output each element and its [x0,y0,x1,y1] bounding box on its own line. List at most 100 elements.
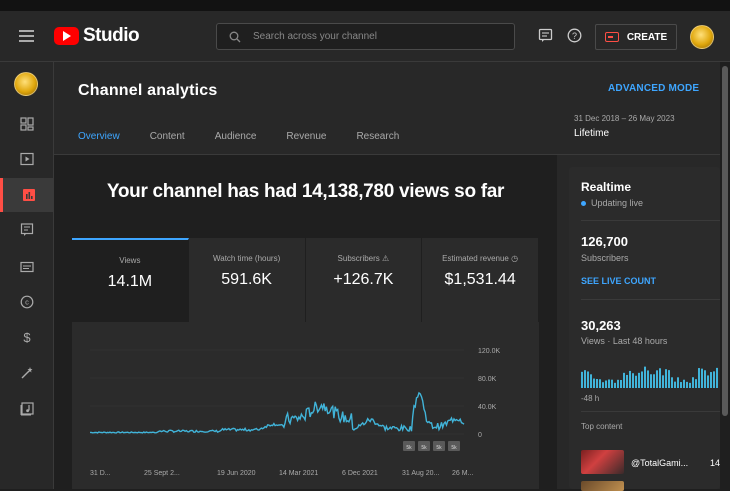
realtime-divider [581,299,720,300]
realtime-bar [668,370,670,388]
realtime-bar [608,379,610,388]
views-chart[interactable]: 120.0K 80.0K 40.0K 0 5k 5k 5k 5k 31 D... 25 Sept … [72,322,539,489]
nav-earn[interactable]: $ [0,320,54,354]
nav-customization[interactable] [0,356,54,390]
realtime-bar [695,379,697,388]
svg-text:c: c [25,298,29,307]
search-box[interactable] [216,23,515,50]
top-content-label: Top content [581,422,623,431]
realtime-status: Updating live [581,198,643,208]
realtime-bar [626,374,628,388]
realtime-bar [707,375,709,388]
realtime-bar [614,382,616,388]
dashboard-icon [20,117,34,131]
x-tick-label: 26 M... [452,470,473,477]
realtime-bar [617,379,619,388]
y-tick-label: 0 [478,432,482,439]
metric-watch-time[interactable]: Watch time (hours) 591.6K [188,238,306,322]
help-icon[interactable]: ? [567,28,582,43]
realtime-bar-chart [581,366,718,388]
content-icon [20,152,34,166]
date-period[interactable]: Lifetime [574,128,610,139]
realtime-bar [647,370,649,388]
realtime-bar [641,371,643,388]
video-thumbnail[interactable] [581,481,624,491]
x-tick-label: 31 D... [90,470,111,477]
magic-wand-icon [21,367,33,379]
menu-icon[interactable] [19,30,34,42]
page-title: Channel analytics [78,82,218,99]
channel-avatar[interactable] [14,72,38,96]
scrollbar[interactable] [720,62,730,489]
clock-icon: ◷ [511,254,519,263]
realtime-bar [605,380,607,388]
realtime-bar [701,368,703,388]
realtime-bar [599,379,601,388]
tab-research[interactable]: Research [356,131,400,142]
nav-audio-library[interactable] [0,392,54,426]
metric-subscribers[interactable]: Subscribers ⚠ +126.7K [305,238,423,322]
nav-comments[interactable] [0,213,54,247]
nav-analytics[interactable] [0,178,54,212]
account-avatar[interactable] [690,25,714,49]
milestone-marker[interactable] [418,441,430,451]
tab-audience[interactable]: Audience [214,131,257,142]
realtime-bar [683,379,685,388]
realtime-bar [686,381,688,388]
scrollbar-thumb[interactable] [722,66,728,416]
realtime-bar [584,370,586,388]
copyright-icon: c [20,295,34,309]
nav-content[interactable] [0,142,54,176]
realtime-views-label: Views · Last 48 hours [581,336,668,346]
x-tick-label: 25 Sept 2... [144,470,180,477]
x-tick-label: 19 Jun 2020 [217,470,256,477]
realtime-views-value: 30,263 [581,318,621,333]
subtitles-icon [20,261,34,273]
x-tick-label: 6 Dec 2021 [342,470,378,477]
metric-label: Watch time (hours) [212,254,281,263]
realtime-bar [680,382,682,388]
side-nav: c $ [0,62,54,489]
see-live-count-link[interactable]: SEE LIVE COUNT [581,276,657,286]
nav-dashboard[interactable] [0,107,54,141]
x-tick-label: 14 Mar 2021 [279,470,318,477]
realtime-bar [689,382,691,388]
tab-revenue[interactable]: Revenue [286,131,327,142]
metric-revenue[interactable]: Estimated revenue ◷ $1,531.44 [422,238,539,322]
logo-text: Studio [83,25,140,46]
realtime-bar [632,373,634,388]
milestone-marker-label: 5k [436,445,442,451]
studio-logo[interactable]: Studio [54,25,140,47]
realtime-bar [635,375,637,388]
realtime-bar [581,371,583,388]
svg-text:?: ? [572,31,577,41]
tab-content[interactable]: Content [149,131,185,142]
realtime-bar [623,372,625,388]
svg-text:$: $ [23,330,31,344]
realtime-bar [650,374,652,388]
feedback-icon[interactable] [538,28,553,43]
milestone-marker[interactable] [448,441,460,451]
realtime-divider [581,220,720,221]
realtime-title: Realtime [581,180,632,194]
milestone-marker[interactable] [433,441,445,451]
realtime-bar [692,377,694,388]
window-strip [0,0,730,11]
nav-copyright[interactable]: c [0,285,54,319]
advanced-mode-button[interactable]: ADVANCED MODE [608,83,700,94]
realtime-bar [611,379,613,388]
create-button[interactable]: CREATE [595,24,677,50]
metric-views[interactable]: Views 14.1M [72,238,189,322]
top-content-channel[interactable]: @TotalGami... [631,458,689,468]
date-range[interactable]: 31 Dec 2018 – 26 May 2023 [574,114,675,123]
realtime-subscribers-label: Subscribers [581,253,629,263]
search-input[interactable] [253,31,493,42]
create-label: CREATE [626,31,668,43]
realtime-bar [716,367,718,388]
nav-subtitles[interactable] [0,250,54,284]
tab-overview[interactable]: Overview [78,131,120,156]
metric-label: Subscribers [337,254,380,263]
video-thumbnail[interactable] [581,450,624,474]
overview-panel: Your channel has had 14,138,780 views so… [54,155,557,489]
milestone-marker[interactable] [403,441,415,451]
